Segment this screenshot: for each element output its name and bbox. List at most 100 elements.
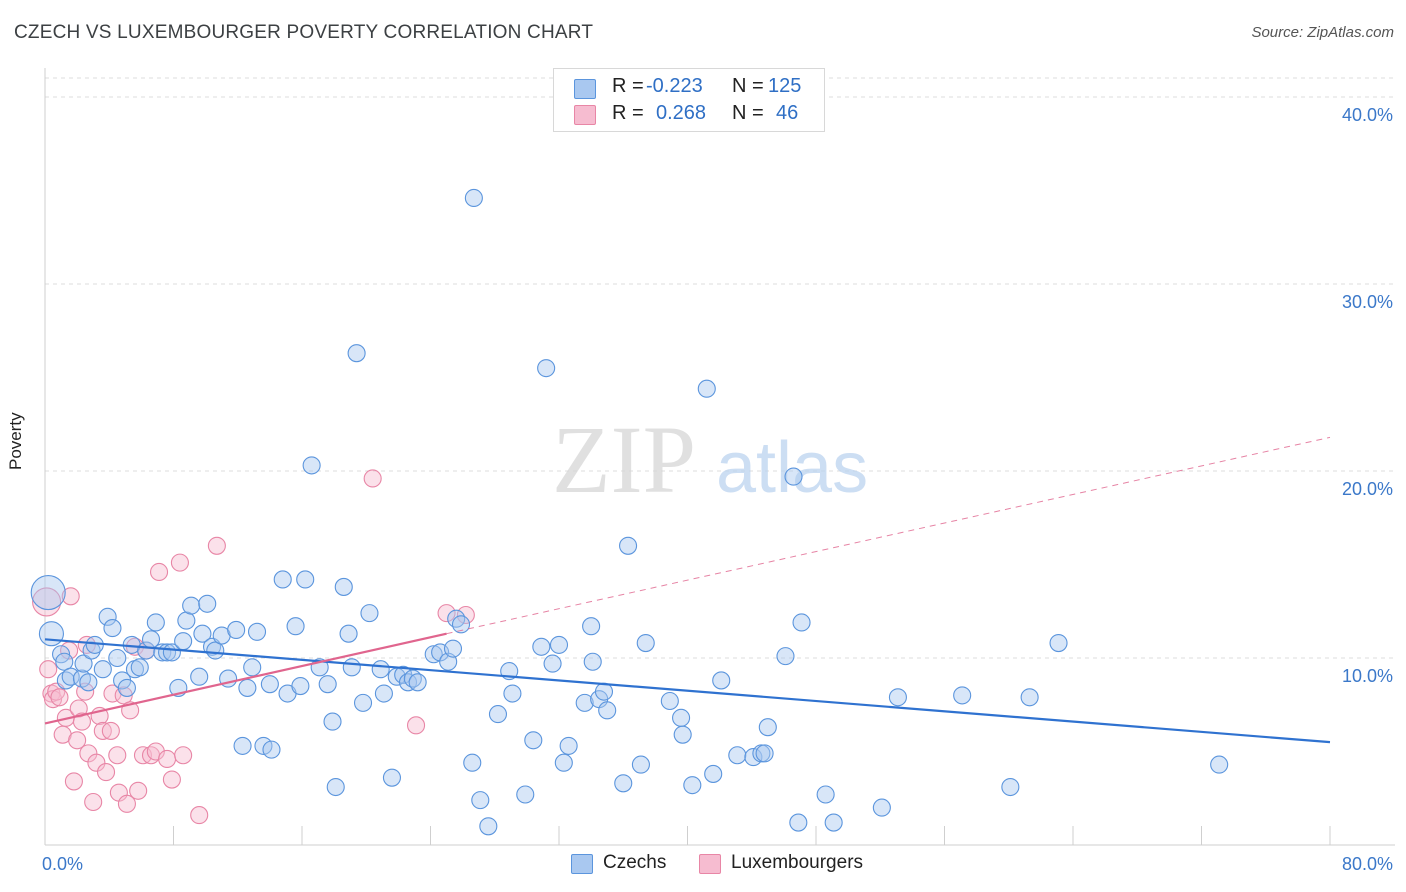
luxembourgers-point [68, 731, 87, 750]
czechs-point [451, 615, 471, 634]
czechs-point [302, 456, 321, 475]
czechs-point [108, 648, 127, 668]
czechs-n-value: 125 [768, 75, 802, 97]
y-axis-label: Poverty [6, 412, 25, 470]
luxembourgers-r-value: 0.268 [656, 102, 707, 124]
stats-legend-box: R = -0.223 N = 125 R = 0.268 N = 46 [553, 68, 825, 132]
czechs-point [193, 624, 212, 643]
czechs-point [382, 768, 402, 787]
czechs-point [824, 813, 843, 832]
czechs-point [503, 684, 522, 703]
czechs-point [488, 705, 508, 724]
luxembourgers-r-label: R = [612, 102, 644, 124]
czechs-point [953, 686, 972, 705]
tick-labels: 10.0% 20.0% 30.0% 40.0% 0.0% 80.0% [42, 105, 1393, 874]
czechs-point [559, 736, 578, 755]
czechs-point [672, 708, 691, 727]
luxembourgers-trend-extension [446, 436, 1331, 635]
luxembourgers-point [190, 806, 209, 825]
watermark-zip: ZIP [552, 406, 696, 513]
czechs-point [408, 673, 427, 692]
luxembourgers-point [149, 562, 169, 582]
czechs-point [582, 617, 601, 636]
czechs-point [117, 678, 136, 697]
czechs-point [326, 777, 345, 797]
luxembourgers-point [129, 781, 148, 800]
czechs-point [262, 740, 281, 759]
luxembourgers-point [50, 688, 69, 707]
czechs-point [371, 660, 390, 679]
czechs-points [30, 188, 1229, 836]
czechs-point [636, 633, 655, 653]
czechs-point [888, 688, 907, 707]
luxembourgers-point [146, 742, 165, 761]
czechs-point [673, 725, 692, 744]
czechs-point [516, 785, 535, 804]
czechs-point [784, 467, 803, 486]
czechs-point [443, 639, 463, 658]
czechs-point [247, 622, 267, 641]
czechs-point [816, 785, 835, 804]
czechs-point [728, 746, 747, 765]
czechs-point [479, 817, 498, 836]
czechs-point [872, 798, 891, 817]
luxembourgers-point [174, 746, 193, 765]
luxembourgers-point [207, 536, 226, 555]
legend-luxembourgers-swatch-icon [699, 854, 721, 874]
czechs-point [704, 764, 723, 783]
czechs-point [1049, 633, 1068, 653]
x-tick-label: 80.0% [1342, 854, 1393, 874]
luxembourgers-n-label: N = [732, 102, 764, 124]
czechs-point [1001, 777, 1020, 797]
luxembourgers-point [101, 721, 120, 740]
czechs-point [464, 188, 483, 208]
czechs-point [374, 684, 393, 703]
czechs-point [233, 736, 252, 755]
czechs-point [146, 613, 165, 632]
czechs-point [273, 570, 292, 589]
legend-luxembourgers-label: Luxembourgers [731, 852, 864, 873]
czechs-point [198, 594, 217, 613]
luxembourgers-n-value: 46 [776, 102, 799, 124]
czechs-point [598, 701, 617, 720]
czechs-point [758, 718, 777, 737]
czechs-point [1210, 755, 1229, 774]
trend-lines [44, 436, 1331, 744]
czechs-swatch-icon [574, 79, 596, 99]
czechs-point [260, 675, 279, 694]
czechs-point [296, 570, 315, 589]
czechs-point [334, 577, 353, 596]
luxembourgers-point [162, 770, 181, 789]
czechs-point [353, 693, 373, 712]
czechs-point [549, 635, 569, 654]
czechs-point [206, 641, 225, 660]
czechs-n-label: N = [732, 75, 764, 97]
y-tick-label: 30.0% [1342, 292, 1393, 312]
gridlines [45, 77, 1395, 659]
luxembourgers-point [64, 772, 83, 791]
czechs-point [238, 678, 257, 697]
czechs-point [85, 635, 104, 654]
czechs-point [697, 379, 716, 398]
czechs-point [318, 675, 337, 694]
czechs-point [776, 647, 795, 666]
czechs-point [61, 667, 80, 686]
czechs-point [286, 617, 305, 636]
czechs-point [291, 676, 310, 696]
legend-czechs-swatch-icon [571, 854, 593, 874]
czechs-point [182, 596, 201, 615]
luxembourgers-point [96, 763, 116, 782]
czechs-point [575, 693, 594, 712]
czechs-point [537, 359, 556, 378]
czechs-point [177, 611, 196, 630]
x-tick-label: 0.0% [42, 854, 83, 874]
czechs-point [347, 344, 366, 363]
czechs-point [323, 712, 342, 731]
luxembourgers-point [363, 469, 382, 488]
czechs-point [98, 607, 117, 626]
luxembourgers-point [84, 792, 103, 812]
watermark: ZIP atlas [552, 406, 868, 513]
luxembourgers-point [406, 716, 426, 735]
luxembourgers-point [117, 794, 136, 813]
